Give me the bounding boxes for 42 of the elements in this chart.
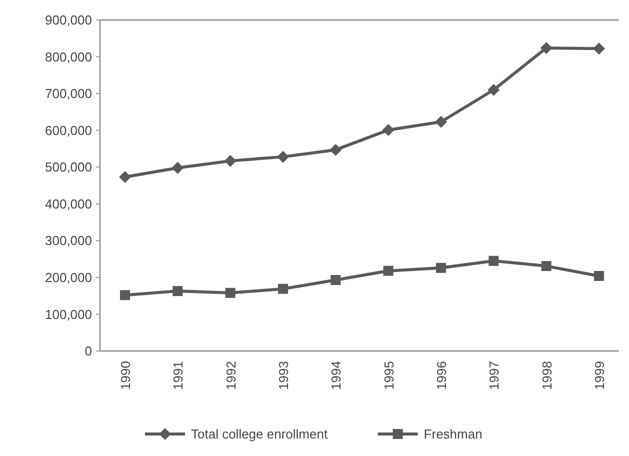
x-tick-label: 1998 [539, 361, 554, 390]
point [488, 256, 499, 266]
x-tick-label: 1997 [486, 361, 502, 390]
y-tick-label: 900,000 [45, 12, 92, 28]
point [330, 275, 341, 286]
point [593, 42, 605, 55]
point [382, 124, 394, 136]
y-tick-label: 100,000 [45, 306, 92, 322]
point [488, 84, 500, 96]
point [540, 42, 552, 54]
x-tick-label: 1991 [170, 361, 186, 390]
point [172, 286, 183, 296]
x-tick-label: 1990 [118, 361, 133, 390]
point [120, 290, 130, 300]
point [278, 284, 288, 294]
y-tick-label: 400,000 [45, 196, 92, 212]
y-tick-label: 700,000 [45, 86, 92, 102]
x-tick-label: 1999 [592, 361, 607, 390]
point [435, 116, 447, 128]
point [225, 288, 236, 298]
y-tick-label: 0 [84, 344, 92, 359]
legend-label: Total college enrollment [191, 426, 328, 442]
point [224, 154, 236, 167]
point [436, 262, 446, 273]
y-tick-label: 300,000 [45, 233, 92, 248]
point [383, 266, 394, 276]
x-tick-label: 1992 [223, 361, 238, 390]
point [594, 270, 604, 281]
point [541, 261, 552, 272]
point [119, 171, 131, 184]
point [172, 162, 184, 174]
y-tick-label: 600,000 [45, 122, 92, 138]
y-tick-label: 800,000 [45, 49, 92, 64]
x-tick-label: 1993 [276, 361, 291, 390]
x-tick-label: 1994 [328, 361, 344, 390]
y-tick-label: 200,000 [45, 270, 92, 285]
y-tick-label: 500,000 [45, 160, 92, 175]
x-tick-label: 1995 [381, 361, 396, 390]
point [277, 150, 289, 163]
x-tick-label: 1996 [434, 361, 449, 390]
legend-label: Freshman [424, 426, 482, 442]
point [330, 144, 342, 156]
